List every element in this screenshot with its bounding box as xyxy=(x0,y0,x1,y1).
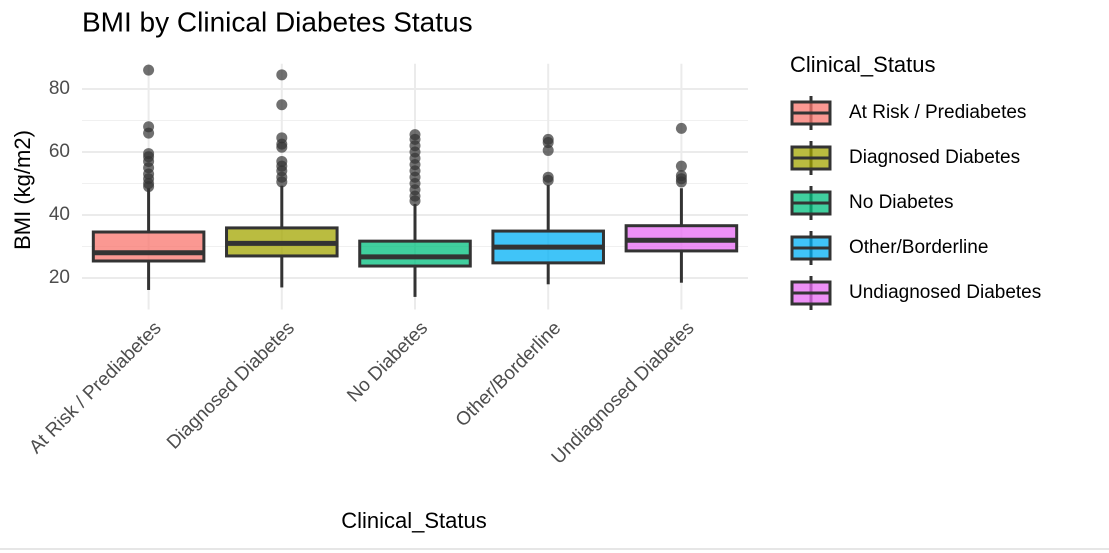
x-axis-title: Clinical_Status xyxy=(341,508,487,533)
legend-label: At Risk / Prediabetes xyxy=(849,102,1026,123)
chart-title: BMI by Clinical Diabetes Status xyxy=(82,6,473,37)
outlier xyxy=(276,141,288,153)
y-axis-title: BMI (kg/m2) xyxy=(10,130,35,250)
y-tick-label: 40 xyxy=(49,204,70,225)
x-tick-label: Diagnosed Diabetes xyxy=(163,318,299,454)
box xyxy=(358,239,472,268)
outlier xyxy=(542,174,554,186)
outlier xyxy=(276,176,288,188)
outlier xyxy=(675,122,687,134)
x-tick-label: At Risk / Prediabetes xyxy=(25,318,165,458)
x-tick-label: No Diabetes xyxy=(343,318,432,407)
outlier xyxy=(143,64,155,76)
outlier xyxy=(409,195,421,207)
legend-label: No Diabetes xyxy=(849,192,954,213)
legend-title: Clinical_Status xyxy=(790,52,936,77)
legend-label: Other/Borderline xyxy=(849,237,988,258)
outlier xyxy=(675,160,687,172)
legend-label: Undiagnosed Diabetes xyxy=(849,282,1041,303)
outlier xyxy=(542,137,554,149)
y-tick-label: 80 xyxy=(49,78,70,99)
legend-label: Diagnosed Diabetes xyxy=(849,147,1020,168)
y-tick-label: 20 xyxy=(49,267,70,288)
outlier xyxy=(542,144,554,156)
x-tick-label: Undiagnosed Diabetes xyxy=(548,318,699,469)
y-tick-label: 60 xyxy=(49,141,70,162)
outlier xyxy=(276,69,288,81)
x-tick-label: Other/Borderline xyxy=(452,318,565,431)
outlier xyxy=(276,99,288,111)
outlier xyxy=(675,176,687,188)
outlier xyxy=(143,127,155,139)
outlier xyxy=(143,181,155,193)
box xyxy=(91,230,206,263)
